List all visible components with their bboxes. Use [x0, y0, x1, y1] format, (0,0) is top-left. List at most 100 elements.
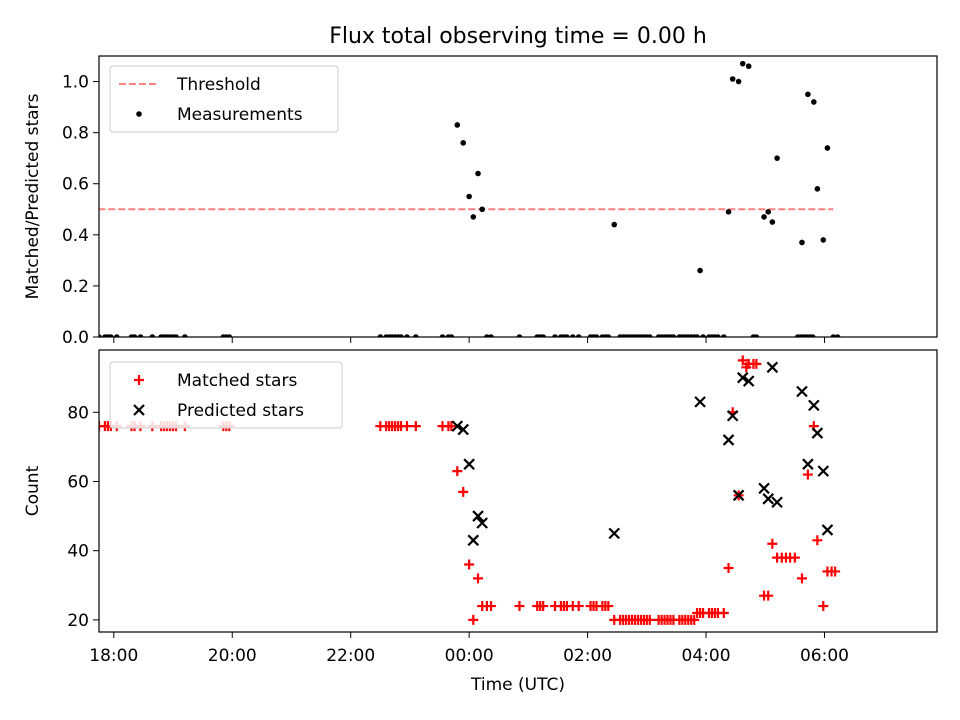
data-point	[769, 219, 776, 225]
data-point	[771, 496, 783, 509]
data-point	[452, 466, 463, 477]
x-tick-label: 18:00	[89, 646, 138, 666]
data-point	[108, 334, 114, 337]
data-point	[540, 334, 546, 337]
data-point	[131, 334, 138, 337]
data-point	[486, 601, 497, 612]
data-point	[484, 334, 490, 337]
data-point	[811, 99, 817, 105]
data-point	[514, 601, 525, 612]
data-point	[611, 221, 618, 228]
data-point	[736, 371, 749, 384]
data-point	[830, 566, 841, 577]
data-point	[475, 170, 481, 177]
data-point	[802, 458, 814, 470]
x-tick-label: 06:00	[800, 646, 849, 666]
y-tick-label: 0.4	[62, 226, 89, 246]
y-tick-label: 0.8	[62, 124, 89, 144]
data-point	[715, 334, 721, 337]
data-point	[718, 607, 729, 618]
data-point	[479, 206, 485, 213]
data-point	[182, 334, 188, 337]
data-point	[670, 334, 677, 337]
x-tick-label: 20:00	[208, 646, 257, 666]
data-point	[758, 482, 770, 495]
y-tick-label: 20	[67, 611, 89, 631]
data-point	[700, 334, 706, 337]
data-point	[726, 409, 739, 422]
data-point	[99, 334, 102, 337]
y-tick-label: 40	[67, 542, 89, 562]
series-dot	[99, 60, 841, 337]
data-point	[463, 458, 475, 470]
data-point	[689, 614, 700, 625]
data-point	[605, 334, 612, 337]
data-point	[753, 334, 760, 337]
legend-marker-x	[133, 404, 145, 416]
ratio-panel: 0.0 0.2 0.4 0.6 0.8 1.0 Matched/Predicted star…	[23, 55, 938, 348]
data-point	[725, 209, 732, 215]
data-point	[448, 334, 455, 337]
data-point	[695, 607, 706, 618]
x-tick-label: 04:00	[682, 646, 731, 666]
data-point	[468, 614, 479, 625]
data-point	[460, 140, 467, 146]
data-point	[811, 427, 824, 439]
data-point	[466, 193, 472, 200]
data-point	[762, 493, 774, 505]
data-point	[761, 214, 767, 220]
data-point	[398, 334, 404, 337]
data-point	[796, 573, 807, 584]
data-point	[476, 517, 488, 529]
legend-label: Threshold	[176, 75, 261, 95]
x-tick-label: 02:00	[563, 646, 612, 666]
legend: Threshold Measurements	[109, 65, 339, 133]
data-point	[799, 239, 805, 246]
y-axis-label: Matched/Predicted stars	[23, 93, 43, 299]
data-point	[697, 267, 703, 274]
data-point	[809, 334, 816, 337]
data-point	[644, 614, 655, 625]
data-point	[834, 334, 841, 337]
data-point	[796, 385, 808, 398]
data-point	[824, 145, 831, 151]
data-point	[467, 534, 480, 547]
plot-area	[99, 60, 841, 337]
data-point	[735, 78, 742, 85]
y-tick-label: 60	[67, 472, 89, 492]
data-point	[404, 334, 410, 337]
data-point	[377, 334, 384, 337]
legend-label: Matched stars	[177, 371, 297, 391]
data-point	[732, 489, 745, 502]
data-point	[149, 334, 156, 337]
data-point	[739, 60, 746, 67]
data-point	[173, 334, 179, 337]
data-point	[722, 434, 735, 446]
data-point	[516, 334, 523, 337]
data-point	[766, 361, 779, 374]
data-point	[808, 399, 820, 412]
data-point	[694, 396, 706, 408]
legend-marker-dot	[136, 111, 142, 117]
data-point	[767, 538, 778, 549]
data-point	[454, 122, 461, 128]
x-axis-label: Time (UTC)	[470, 675, 565, 695]
data-point	[646, 334, 653, 337]
data-point	[737, 355, 748, 366]
data-point	[763, 590, 774, 601]
legend: Matched stars Predicted stars	[109, 361, 343, 429]
data-point	[575, 334, 582, 337]
y-tick-label: 1.0	[62, 73, 89, 93]
data-point	[774, 155, 780, 161]
data-point	[552, 334, 558, 337]
data-point	[113, 334, 120, 337]
data-point	[569, 334, 576, 337]
y-tick-label: 80	[67, 403, 89, 423]
y-tick-label: 0.6	[62, 175, 89, 195]
x-tick-label: 22:00	[326, 646, 375, 666]
data-point	[401, 421, 412, 432]
data-point	[820, 237, 827, 243]
data-point	[723, 562, 734, 573]
y-axis-label: Count	[23, 465, 43, 516]
